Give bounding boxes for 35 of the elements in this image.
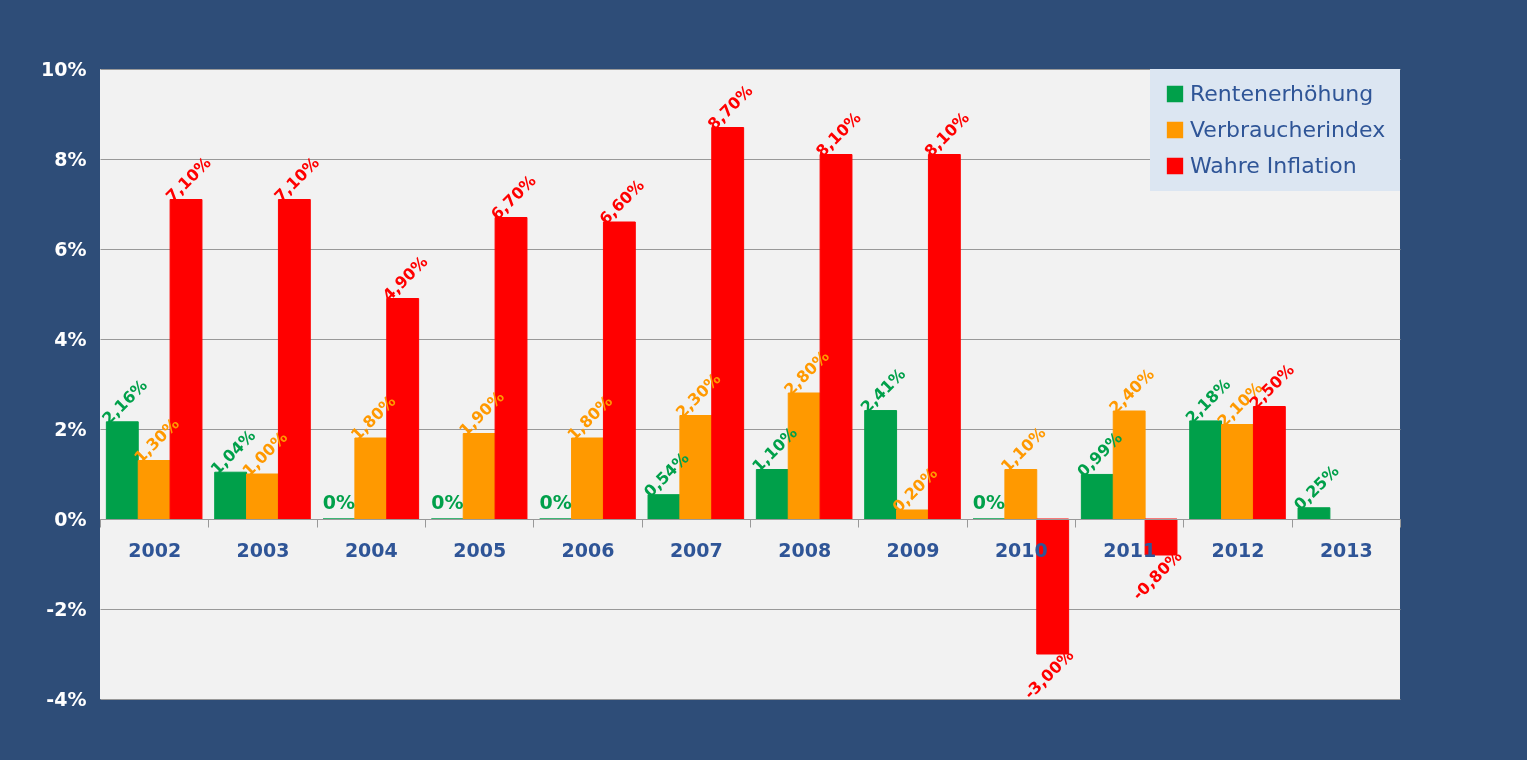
data-label: 0% — [431, 491, 464, 513]
bar — [354, 437, 388, 520]
bar — [571, 437, 604, 520]
bar — [1080, 473, 1114, 520]
y-tick-label: 2% — [54, 417, 87, 440]
bar — [1297, 507, 1331, 520]
x-tick-label: 2008 — [778, 538, 832, 561]
bar — [896, 509, 929, 520]
x-tick-label: 2012 — [1211, 538, 1265, 561]
x-tick-label: 2003 — [236, 538, 290, 561]
x-tick-label: 2005 — [453, 538, 507, 561]
bar — [755, 469, 789, 520]
bar — [1221, 424, 1254, 520]
bar — [1004, 469, 1038, 520]
bar — [246, 473, 279, 520]
x-tick-label: 2009 — [886, 538, 940, 561]
y-tick-label: 6% — [54, 237, 87, 260]
y-tick-label: -2% — [46, 597, 87, 620]
x-tick-label: 2013 — [1319, 538, 1373, 561]
y-tick-label: -4% — [46, 687, 87, 710]
y-tick-label: 10% — [41, 57, 87, 80]
x-tick-label: 2006 — [561, 538, 615, 561]
bar — [137, 460, 171, 520]
y-tick-label: 0% — [54, 507, 87, 530]
x-tick-label: 2004 — [344, 538, 398, 561]
bar — [462, 433, 496, 520]
x-tick-label: 2002 — [128, 538, 182, 561]
legend-label: Wahre Inflation — [1190, 153, 1357, 178]
bar — [647, 494, 681, 520]
legend-label: Verbraucherindex — [1190, 117, 1386, 142]
y-tick-label: 8% — [54, 147, 87, 170]
x-tick-label: 2007 — [669, 538, 723, 561]
legend-label: Rentenerhöhung — [1190, 81, 1374, 106]
y-tick-label: 4% — [54, 327, 87, 350]
data-label: 0% — [539, 491, 572, 513]
